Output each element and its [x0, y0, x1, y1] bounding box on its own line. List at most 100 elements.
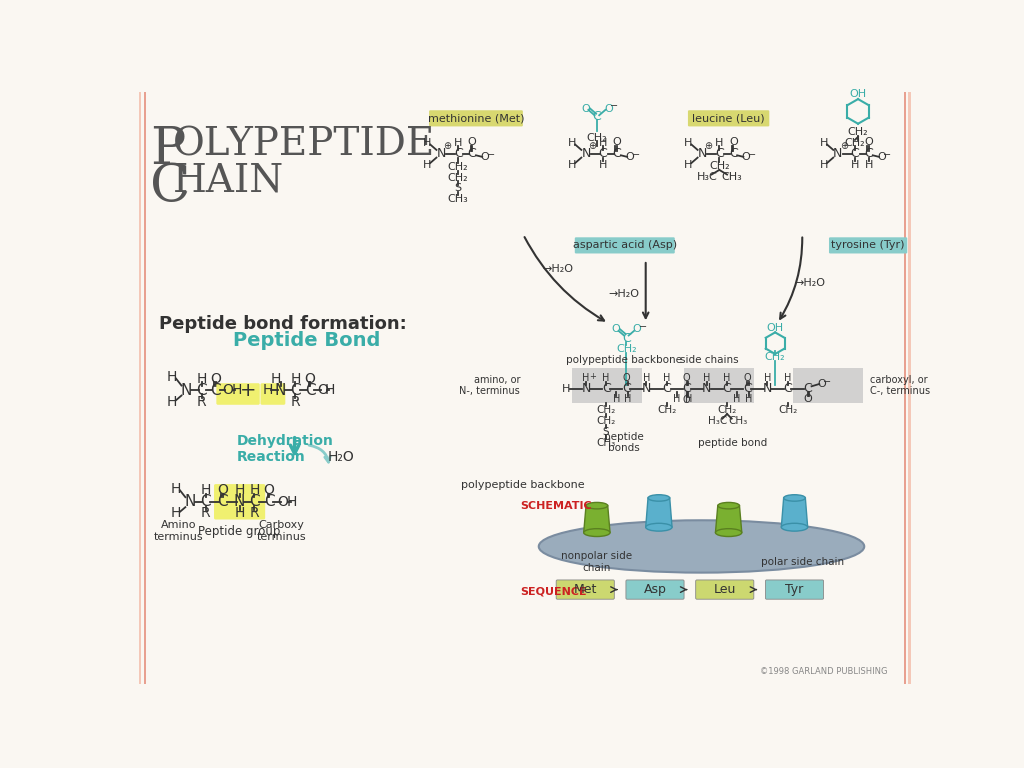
Text: C: C	[715, 147, 724, 161]
Text: C: C	[468, 147, 476, 161]
Text: O: O	[741, 152, 750, 162]
Text: C: C	[622, 332, 631, 345]
Text: peptide bond: peptide bond	[698, 438, 767, 448]
Text: H: H	[745, 395, 753, 405]
Text: C: C	[454, 147, 463, 161]
Text: H: H	[684, 160, 692, 170]
FancyBboxPatch shape	[626, 580, 684, 599]
Text: O: O	[729, 137, 737, 147]
Text: CH₂: CH₂	[845, 138, 865, 148]
Text: CH₂: CH₂	[709, 161, 730, 171]
Text: C: C	[864, 147, 873, 161]
Text: O: O	[217, 483, 228, 497]
Text: H: H	[602, 372, 610, 382]
Polygon shape	[584, 505, 610, 532]
Text: O: O	[604, 104, 613, 114]
Text: C: C	[663, 382, 671, 395]
Text: H: H	[820, 138, 828, 148]
Text: O: O	[581, 104, 590, 114]
Text: −: −	[823, 376, 831, 386]
Polygon shape	[139, 92, 141, 684]
Text: N: N	[582, 382, 591, 395]
Text: C: C	[197, 382, 207, 398]
Text: C: C	[612, 147, 622, 161]
Text: CH₂: CH₂	[597, 416, 615, 426]
Text: polar side chain: polar side chain	[761, 557, 844, 567]
Text: Peptide group: Peptide group	[199, 525, 281, 538]
Text: H: H	[167, 395, 177, 409]
Text: C: C	[682, 382, 691, 395]
Text: H: H	[612, 395, 620, 405]
Text: carboxyl, or
C-, terminus: carboxyl, or C-, terminus	[870, 375, 931, 396]
Text: H: H	[201, 483, 211, 497]
Text: −: −	[632, 150, 640, 160]
Text: nonpolar side
chain: nonpolar side chain	[561, 551, 633, 573]
FancyBboxPatch shape	[572, 368, 642, 403]
Text: HAIN: HAIN	[173, 163, 285, 200]
Text: H: H	[583, 372, 590, 382]
Polygon shape	[781, 498, 808, 527]
Ellipse shape	[718, 502, 739, 509]
Text: O: O	[817, 379, 826, 389]
Text: CH₂: CH₂	[587, 134, 607, 144]
Text: O: O	[305, 372, 315, 386]
Text: H: H	[685, 395, 692, 405]
Text: −: −	[610, 101, 618, 111]
Text: H: H	[171, 482, 181, 495]
Text: C: C	[200, 495, 211, 509]
Text: O: O	[611, 324, 620, 334]
Text: CH₂: CH₂	[778, 406, 797, 415]
Text: H: H	[733, 395, 740, 405]
Text: C: C	[264, 495, 274, 509]
Text: H: H	[287, 495, 298, 508]
Text: ©1998 GARLAND PUBLISHING: ©1998 GARLAND PUBLISHING	[760, 667, 888, 676]
FancyBboxPatch shape	[695, 580, 754, 599]
Text: H: H	[864, 160, 873, 170]
Text: R: R	[197, 395, 207, 409]
Text: C: C	[742, 382, 752, 395]
Text: Leu: Leu	[714, 583, 736, 596]
Text: O: O	[633, 324, 642, 334]
Polygon shape	[908, 92, 910, 684]
Text: H: H	[715, 138, 724, 148]
Text: OH: OH	[850, 89, 866, 100]
Text: O: O	[210, 372, 221, 386]
Text: C: C	[602, 382, 610, 395]
Text: −: −	[884, 150, 892, 160]
Text: H: H	[262, 383, 272, 397]
Text: C: C	[729, 147, 737, 161]
Text: Dehydration
Reaction: Dehydration Reaction	[237, 434, 334, 464]
Text: side chains: side chains	[680, 355, 738, 365]
Text: H₂O: H₂O	[328, 450, 354, 464]
Text: ⊕: ⊕	[588, 141, 596, 151]
Text: O: O	[263, 483, 274, 497]
Text: H: H	[270, 372, 282, 386]
Text: ⊕: ⊕	[840, 141, 848, 151]
Text: N: N	[834, 147, 843, 161]
FancyBboxPatch shape	[829, 237, 907, 253]
Text: O: O	[278, 495, 289, 508]
Text: C: C	[593, 111, 601, 124]
Text: C: C	[783, 382, 792, 395]
Text: H: H	[290, 372, 301, 386]
Text: C: C	[150, 161, 190, 213]
Text: C: C	[622, 382, 631, 395]
Text: CH₂: CH₂	[718, 406, 736, 415]
Text: Carboxy
terminus: Carboxy terminus	[257, 520, 306, 542]
Polygon shape	[904, 92, 906, 684]
Text: H: H	[171, 506, 181, 521]
Text: C: C	[210, 382, 221, 398]
Text: C: C	[803, 382, 812, 395]
Text: O: O	[625, 152, 634, 162]
Text: H: H	[562, 383, 570, 394]
Text: O: O	[877, 152, 886, 162]
Text: C: C	[290, 382, 301, 398]
Text: H: H	[783, 372, 792, 382]
Text: R: R	[291, 395, 300, 409]
Text: +: +	[240, 381, 256, 399]
Text: O: O	[803, 395, 812, 405]
Text: N: N	[582, 147, 591, 161]
Text: leucine (Leu): leucine (Leu)	[692, 114, 765, 124]
Text: polypeptide backbone: polypeptide backbone	[566, 355, 682, 365]
Text: OLYPEPTIDE: OLYPEPTIDE	[173, 126, 435, 163]
